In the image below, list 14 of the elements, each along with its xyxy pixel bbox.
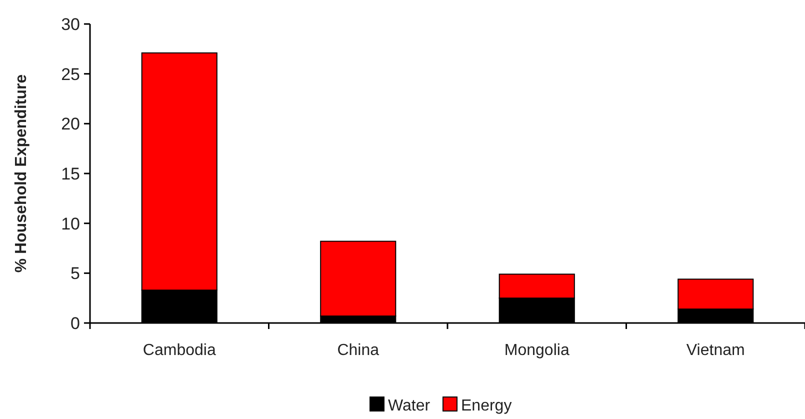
x-tick-label: Cambodia [142, 342, 216, 359]
y-tick-label: 30 [61, 14, 80, 34]
y-tick-label: 20 [61, 114, 80, 134]
legend-label: Energy [461, 398, 512, 415]
x-tick-label: Mongolia [504, 342, 570, 359]
y-tick-label: 15 [61, 164, 80, 184]
x-tick-label: China [337, 342, 380, 359]
y-tick-label: 0 [70, 314, 80, 333]
y-tick-label: 5 [70, 264, 80, 284]
y-axis-title: % Household Expenditure [13, 74, 30, 273]
x-tick-label: Vietnam [686, 342, 745, 359]
legend-label: Water [388, 398, 431, 415]
y-tick-label: 10 [61, 214, 80, 234]
y-tick-label: 25 [61, 64, 80, 84]
